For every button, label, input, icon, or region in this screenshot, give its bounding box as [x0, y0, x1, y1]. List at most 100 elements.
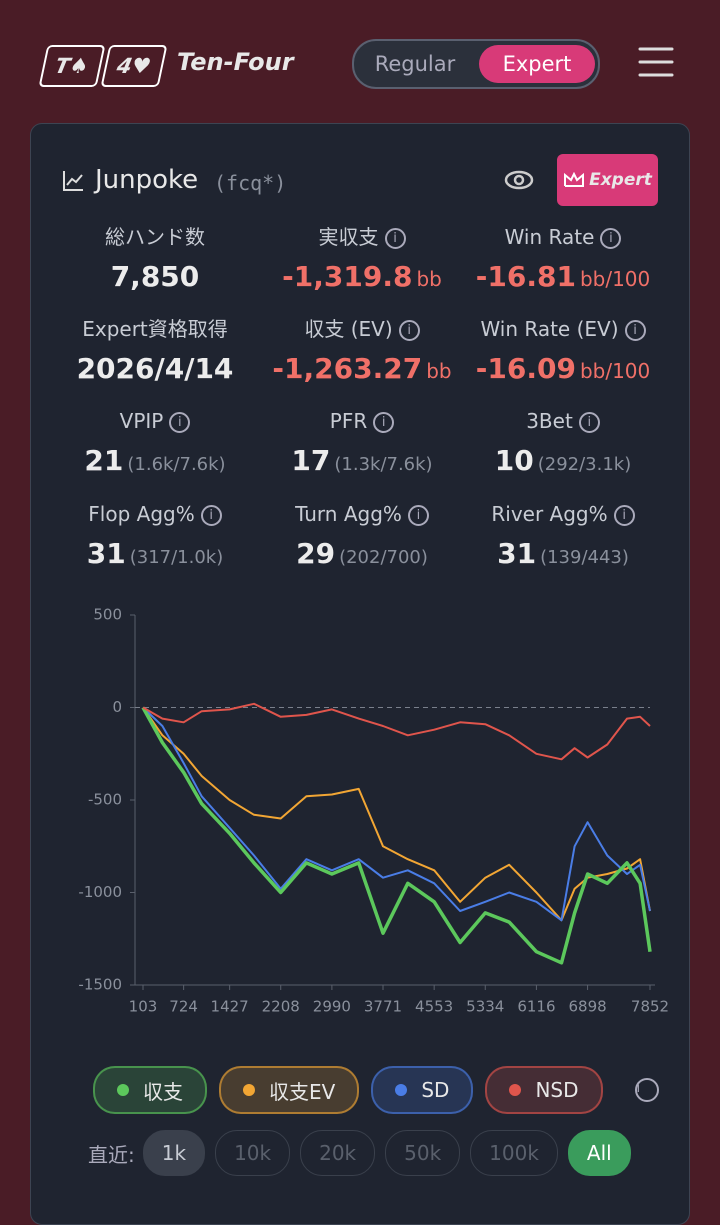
info-icon[interactable]: i: [169, 412, 191, 433]
badge-text: Expert: [589, 170, 652, 190]
chart: 500 0 -500 -1000 -1500 103 724 1427 2208 2990 3771…: [78, 606, 669, 1016]
x-tick-label: 7852: [631, 998, 669, 1016]
x-tick-label: 6116: [517, 998, 555, 1016]
stat-label: 総ハンド数: [45, 222, 265, 252]
series-line: [142, 706, 651, 922]
x-tick-label: 5334: [466, 998, 504, 1016]
info-icon[interactable]: i: [373, 412, 395, 433]
legend-dot: [243, 1084, 255, 1096]
stat-sub: (139/443): [540, 547, 629, 568]
legend-item[interactable]: 収支: [93, 1066, 207, 1114]
x-tick-label: 4553: [415, 998, 453, 1016]
legend: 収支 収支EV SD NSD i: [93, 1066, 659, 1114]
info-icon[interactable]: i: [600, 228, 622, 249]
stat-unit: bb/100: [579, 359, 651, 383]
stat-label-text: Flop Agg%: [88, 502, 195, 526]
expert-badge: Expert: [557, 154, 658, 206]
menu-button[interactable]: [638, 45, 674, 79]
range-button[interactable]: 100k: [470, 1130, 558, 1176]
x-tick-label: 724: [169, 998, 198, 1016]
legend-label: SD: [421, 1078, 450, 1102]
legend-dot: [395, 1084, 408, 1096]
stat-label: Flop Agg% i: [45, 499, 265, 529]
series-line: [141, 706, 652, 965]
legend-label: 収支: [143, 1079, 183, 1104]
stat-value: 17: [291, 444, 331, 477]
stat: PFR i 17 (1.3k/7.6k): [252, 406, 472, 477]
stat-value-row: 7,850: [45, 260, 265, 293]
player-name: Junpoke: [95, 165, 199, 195]
stat-value: 7,850: [110, 260, 200, 293]
stat-sub: (1.3k/7.6k): [334, 454, 433, 475]
stat-label: Turn Agg% i: [252, 499, 472, 529]
stat-value: 29: [296, 537, 336, 570]
info-icon[interactable]: i: [200, 505, 222, 526]
info-icon[interactable]: i: [613, 505, 635, 526]
x-tick-label: 2208: [262, 998, 300, 1016]
x-tick-label: 1427: [211, 998, 249, 1016]
stat: Flop Agg% i 31 (317/1.0k): [45, 499, 265, 570]
stat-label-text: River Agg%: [491, 502, 608, 526]
info-icon[interactable]: i: [578, 412, 600, 433]
info-icon[interactable]: i: [384, 228, 406, 249]
range-button[interactable]: 20k: [300, 1130, 376, 1176]
stat-value: 21: [84, 444, 124, 477]
y-tick-label: -500: [88, 791, 122, 809]
x-tick-label: 3771: [364, 998, 402, 1016]
chart-icon: [63, 171, 83, 191]
stat: Win Rate (EV) i -16.09 bb/100: [453, 314, 673, 385]
info-icon[interactable]: i: [407, 505, 429, 526]
page: T♠ 4♥ Ten-Four Regular Expert Junpoke (fc…: [30, 39, 690, 1225]
range-button[interactable]: 50k: [385, 1130, 461, 1176]
legend-dot: [117, 1084, 129, 1096]
stat-value-row: -1,319.8 bb: [252, 260, 472, 293]
stat-label: 3Bet i: [453, 406, 673, 436]
x-tick-label: 6898: [568, 998, 606, 1016]
legend-item[interactable]: NSD: [485, 1066, 603, 1114]
stat-unit: bb: [426, 359, 452, 383]
legend-item[interactable]: SD: [371, 1066, 474, 1114]
stat-label: 収支 (EV) i: [252, 314, 472, 344]
series-line: [142, 706, 651, 922]
range-button[interactable]: 1k: [142, 1130, 206, 1176]
stat-value: 31: [497, 537, 537, 570]
stat-value-row: 31 (139/443): [453, 537, 673, 570]
info-icon[interactable]: i: [634, 1078, 659, 1102]
stat-label-text: PFR: [329, 409, 368, 433]
crown-icon: [564, 172, 585, 187]
stat: Expert資格取得 2026/4/14: [45, 314, 265, 385]
mode-button[interactable]: Expert: [479, 45, 595, 83]
info-icon[interactable]: i: [398, 320, 420, 341]
stat-value: -16.09: [475, 352, 576, 385]
brand: Ten-Four: [177, 48, 294, 76]
stat: VPIP i 21 (1.6k/7.6k): [45, 406, 265, 477]
stat-value-row: 21 (1.6k/7.6k): [45, 444, 265, 477]
stat-label-text: Turn Agg%: [295, 502, 402, 526]
mode-button[interactable]: Regular: [374, 52, 456, 76]
stat-value-row: 17 (1.3k/7.6k): [252, 444, 472, 477]
legend-label: 収支EV: [269, 1079, 336, 1104]
stat: 実収支 i -1,319.8 bb: [252, 222, 472, 293]
stat-label: PFR i: [252, 406, 472, 436]
stat-label: Win Rate (EV) i: [453, 314, 673, 344]
range-button[interactable]: 10k: [215, 1130, 291, 1176]
stat-value: 31: [86, 537, 126, 570]
range-button[interactable]: All: [567, 1130, 631, 1176]
stat-unit: bb/100: [579, 267, 651, 291]
stat-sub: (292/3.1k): [537, 454, 632, 475]
stat-value: -16.81: [475, 260, 576, 293]
x-tick-label: 2990: [313, 998, 351, 1016]
mode-toggle: Regular Expert: [352, 39, 600, 89]
stat-label-text: 実収支: [318, 225, 379, 249]
stat-sub: (1.6k/7.6k): [127, 454, 226, 475]
visibility-button[interactable]: [503, 168, 535, 192]
stat: Turn Agg% i 29 (202/700): [252, 499, 472, 570]
legend-item[interactable]: 収支EV: [219, 1066, 360, 1114]
stat-label-text: Expert資格取得: [82, 317, 228, 341]
stat: 総ハンド数 7,850: [45, 222, 265, 293]
stat-value: 10: [494, 444, 534, 477]
series-line: [142, 702, 651, 761]
stat-label-text: Win Rate (EV): [480, 317, 619, 341]
stat-unit: bb: [416, 267, 442, 291]
info-icon[interactable]: i: [624, 320, 646, 341]
